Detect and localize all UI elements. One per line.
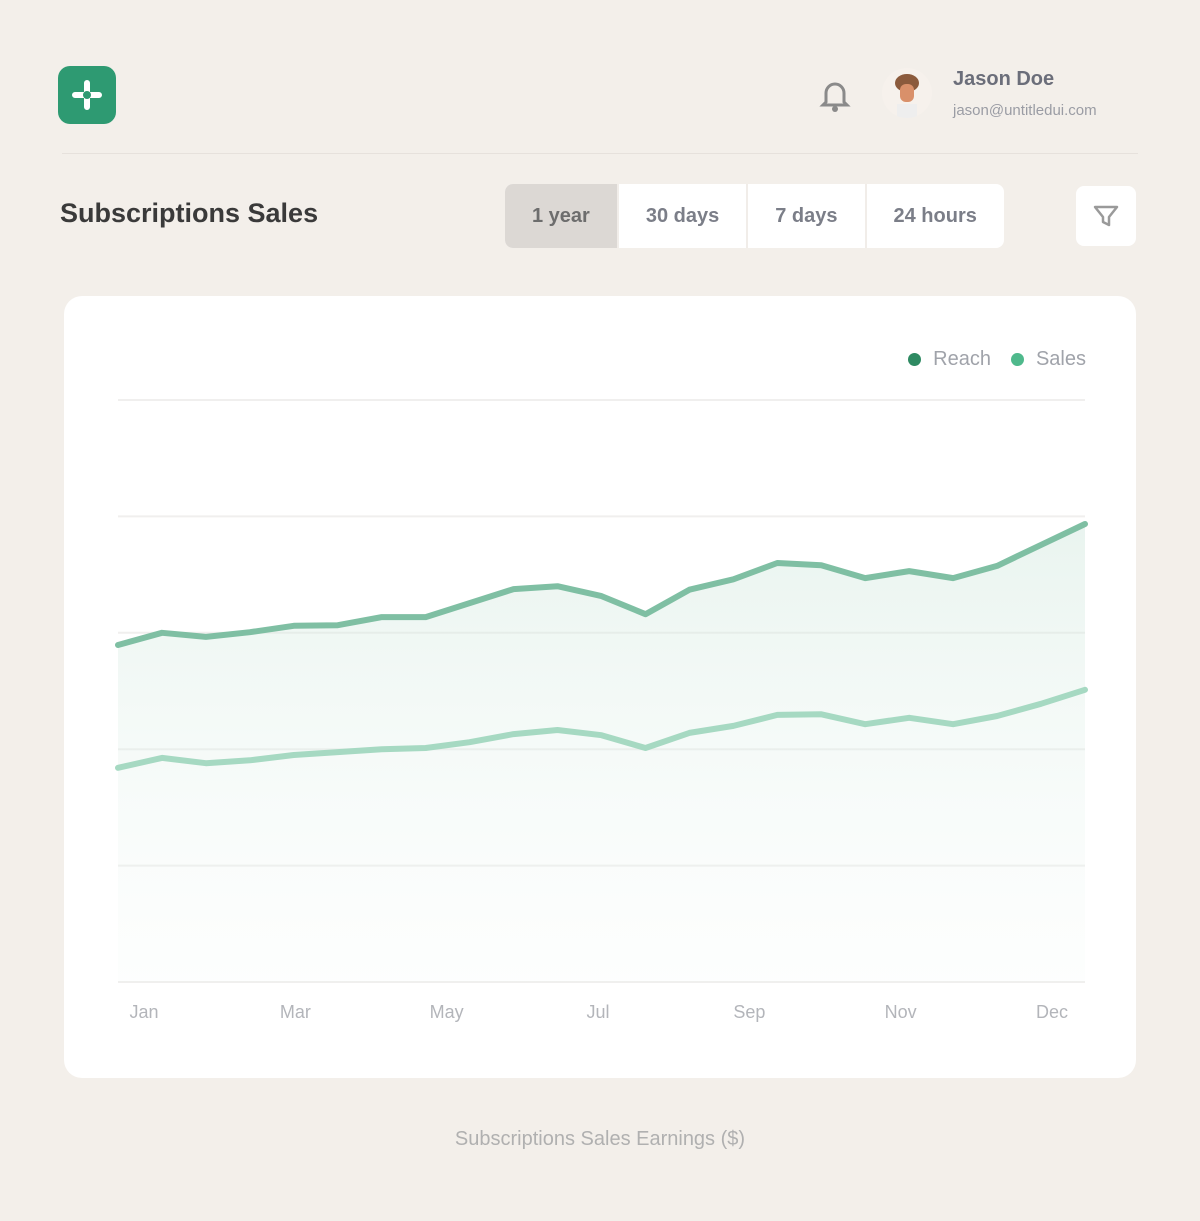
x-tick-label: Jan — [129, 1002, 158, 1022]
x-tick-label: Dec — [1036, 1002, 1068, 1022]
tab-24-hours[interactable]: 24 hours — [893, 204, 977, 227]
avatar[interactable] — [882, 68, 932, 118]
line-chart: Jan Mar May Jul Sep Nov Dec — [115, 399, 1088, 1022]
bell-icon — [819, 82, 851, 112]
tab-1-year[interactable]: 1 year — [505, 184, 619, 248]
x-tick-label: Mar — [280, 1002, 311, 1022]
header-divider — [62, 153, 1138, 154]
series-line-reach — [115, 521, 1088, 648]
chart-legend: Reach Sales — [908, 348, 1086, 371]
user-email: jason@untitledui.com — [953, 102, 1097, 119]
user-name: Jason Doe — [953, 68, 1055, 90]
chart-caption: Subscriptions Sales Earnings ($) — [454, 1128, 746, 1150]
chart-card: Reach Sales Jan Mar May Jul Sep Nov Dec — [64, 296, 1136, 1078]
tab-7-days[interactable]: 7 days — [748, 184, 867, 248]
filter-button[interactable] — [1076, 186, 1136, 246]
reach-area — [118, 524, 1085, 982]
legend-dot — [908, 353, 922, 366]
notification-button[interactable] — [818, 78, 852, 119]
x-tick-label: Sep — [733, 1002, 765, 1022]
legend-dot — [1010, 353, 1024, 366]
x-tick-label: May — [430, 1002, 464, 1022]
app-logo[interactable] — [58, 66, 116, 124]
legend-label: Sales — [1035, 348, 1086, 370]
filter-icon — [1093, 205, 1119, 227]
series-line-sales — [115, 686, 1088, 771]
range-tabs: 1 year 30 days 7 days 24 hours — [505, 184, 1004, 248]
x-tick-label: Jul — [586, 1002, 609, 1022]
page-title: Subscriptions Sales — [60, 198, 319, 228]
tab-30-days[interactable]: 30 days — [619, 184, 749, 248]
legend-item-reach[interactable]: Reach — [908, 348, 991, 371]
plus-cross-logo-icon — [72, 80, 102, 110]
legend-item-sales[interactable]: Sales — [1010, 348, 1086, 371]
x-tick-label: Nov — [885, 1002, 917, 1022]
legend-label: Reach — [933, 348, 991, 370]
